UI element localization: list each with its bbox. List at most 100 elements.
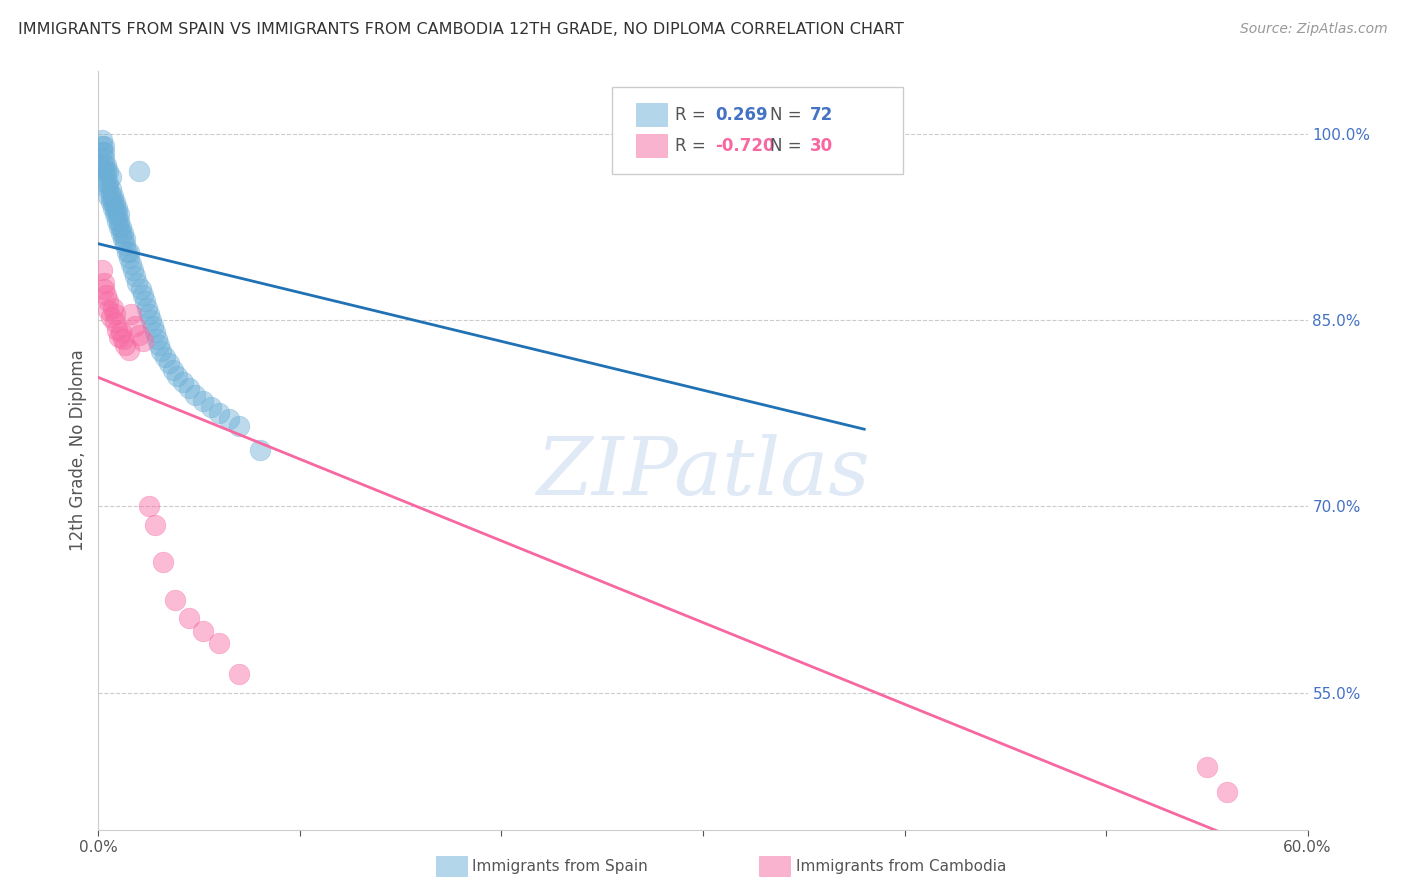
Point [97, 294, 120, 309]
Point [93, 282, 115, 296]
Point [97, 303, 120, 318]
Point [115, 244, 138, 259]
Point [96, 169, 118, 184]
Point [193, 624, 215, 638]
Text: R =: R = [675, 105, 711, 124]
Point [101, 301, 124, 315]
Point [166, 368, 188, 383]
Text: N =: N = [769, 105, 807, 124]
Point [128, 327, 150, 342]
Point [118, 251, 141, 265]
Point [179, 381, 201, 395]
Point [128, 163, 150, 178]
Text: IMMIGRANTS FROM SPAIN VS IMMIGRANTS FROM CAMBODIA 12TH GRADE, NO DIPLOMA CORRELA: IMMIGRANTS FROM SPAIN VS IMMIGRANTS FROM… [18, 22, 904, 37]
Point [93, 276, 115, 290]
Point [96, 163, 118, 178]
Point [193, 393, 215, 408]
Point [793, 133, 815, 147]
Point [93, 163, 115, 178]
Point [93, 152, 115, 166]
Point [101, 194, 124, 209]
Point [107, 207, 129, 221]
Point [97, 163, 120, 178]
Point [135, 301, 157, 315]
Point [105, 201, 128, 215]
Point [103, 207, 125, 221]
Text: 72: 72 [810, 105, 832, 124]
Y-axis label: 12th Grade, No Diploma: 12th Grade, No Diploma [69, 350, 87, 551]
Point [100, 188, 122, 202]
Point [121, 263, 143, 277]
Point [208, 406, 231, 420]
Point [118, 343, 141, 357]
Text: R =: R = [675, 136, 711, 154]
Point [146, 332, 169, 346]
Point [111, 226, 134, 240]
Point [139, 313, 162, 327]
Point [101, 188, 124, 202]
Point [101, 201, 124, 215]
Point [152, 555, 174, 569]
Point [107, 330, 129, 344]
Point [149, 344, 172, 359]
Point [105, 213, 128, 227]
Point [114, 338, 136, 352]
Text: 30: 30 [810, 136, 832, 154]
Point [111, 232, 134, 246]
Point [103, 194, 125, 209]
Point [118, 244, 141, 259]
Point [100, 182, 122, 196]
Text: Immigrants from Spain: Immigrants from Spain [472, 859, 648, 873]
Point [163, 592, 186, 607]
Point [124, 319, 146, 334]
Point [125, 276, 148, 290]
Point [97, 176, 120, 190]
FancyBboxPatch shape [613, 87, 903, 174]
Point [143, 326, 166, 340]
Point [157, 356, 180, 370]
Point [97, 188, 120, 202]
Point [107, 213, 129, 227]
Point [93, 139, 115, 153]
Point [114, 232, 136, 246]
Point [218, 412, 240, 426]
Point [138, 500, 160, 514]
Point [107, 219, 129, 234]
Point [93, 145, 115, 160]
Text: ZIPatlas: ZIPatlas [536, 434, 870, 512]
Point [110, 219, 132, 234]
Point [96, 158, 118, 172]
Point [228, 667, 250, 681]
Point [100, 169, 122, 184]
Point [148, 338, 170, 352]
Point [143, 518, 166, 533]
Point [172, 375, 194, 389]
Point [142, 319, 165, 334]
Point [132, 334, 155, 348]
Point [134, 294, 156, 309]
Text: Source: ZipAtlas.com: Source: ZipAtlas.com [1240, 22, 1388, 37]
Point [132, 288, 155, 302]
Point [103, 315, 125, 329]
Point [96, 288, 118, 302]
Point [89, 158, 111, 172]
Point [138, 307, 160, 321]
Point [120, 307, 142, 321]
Point [100, 194, 122, 209]
Point [91, 139, 114, 153]
Point [228, 418, 250, 433]
Point [111, 332, 134, 346]
Text: -0.720: -0.720 [716, 136, 775, 154]
Text: 0.269: 0.269 [716, 105, 768, 124]
Point [91, 263, 114, 277]
Point [184, 387, 207, 401]
Point [162, 362, 184, 376]
FancyBboxPatch shape [637, 103, 666, 126]
Point [1195, 760, 1218, 774]
Point [153, 350, 176, 364]
Point [103, 307, 125, 321]
Point [97, 182, 120, 196]
Point [129, 282, 152, 296]
Point [249, 443, 271, 458]
Point [105, 323, 128, 337]
